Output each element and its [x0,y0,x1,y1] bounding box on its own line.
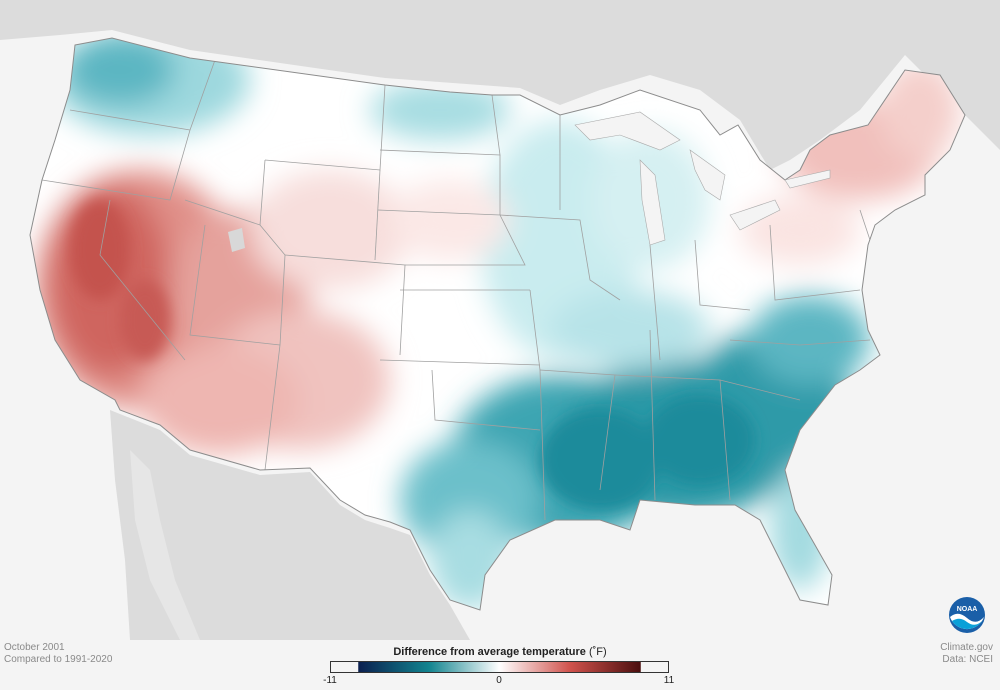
lake-huron [689,149,726,201]
map-caption: October 2001 Compared to 1991-2020 [4,642,112,666]
source-credit: Climate.gov Data: NCEI [940,642,993,666]
baseline-label: Compared to 1991-2020 [4,654,113,665]
canada-landmass [0,0,1000,170]
legend-color-bar [330,661,669,673]
legend-title: Difference from average temperature (˚F) [330,646,670,658]
legend-min-label: -11 [323,675,337,686]
period-label: October 2001 [4,642,65,653]
legend-max-label: 11 [663,675,675,686]
state-borders [41,59,871,521]
temperature-anomaly-map [0,0,1000,640]
lake-ontario [784,169,831,189]
baja-peninsula [130,450,200,640]
lake-michigan [639,159,666,246]
legend-mid-label: 0 [496,675,502,686]
lake-superior [574,111,681,151]
legend-unit: (˚F) [588,646,607,658]
source-data: Data: NCEI [942,654,993,665]
noaa-logo-text: NOAA [957,606,978,613]
legend-title-text: Difference from average temperature [393,646,586,658]
lake-erie [729,199,781,231]
source-site: Climate.gov [940,642,993,653]
mexico-landmass [110,410,470,640]
noaa-logo-icon: NOAA [949,597,985,633]
great-salt-lake [228,228,245,252]
